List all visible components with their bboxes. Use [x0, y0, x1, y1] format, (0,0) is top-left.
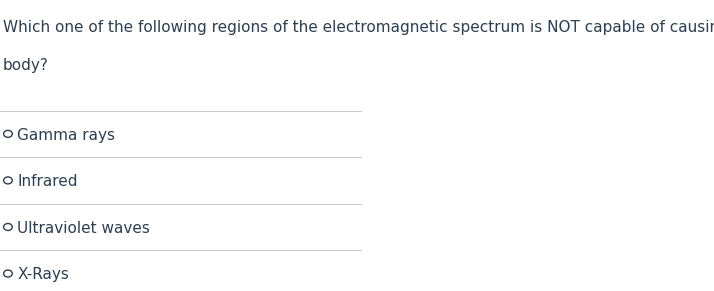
Text: body?: body? [3, 58, 49, 73]
Text: Ultraviolet waves: Ultraviolet waves [17, 221, 150, 236]
Text: X-Rays: X-Rays [17, 267, 69, 283]
Text: Infrared: Infrared [17, 174, 78, 189]
Text: Which one of the following regions of the electromagnetic spectrum is NOT capabl: Which one of the following regions of th… [3, 20, 714, 36]
Text: Gamma rays: Gamma rays [17, 128, 116, 143]
